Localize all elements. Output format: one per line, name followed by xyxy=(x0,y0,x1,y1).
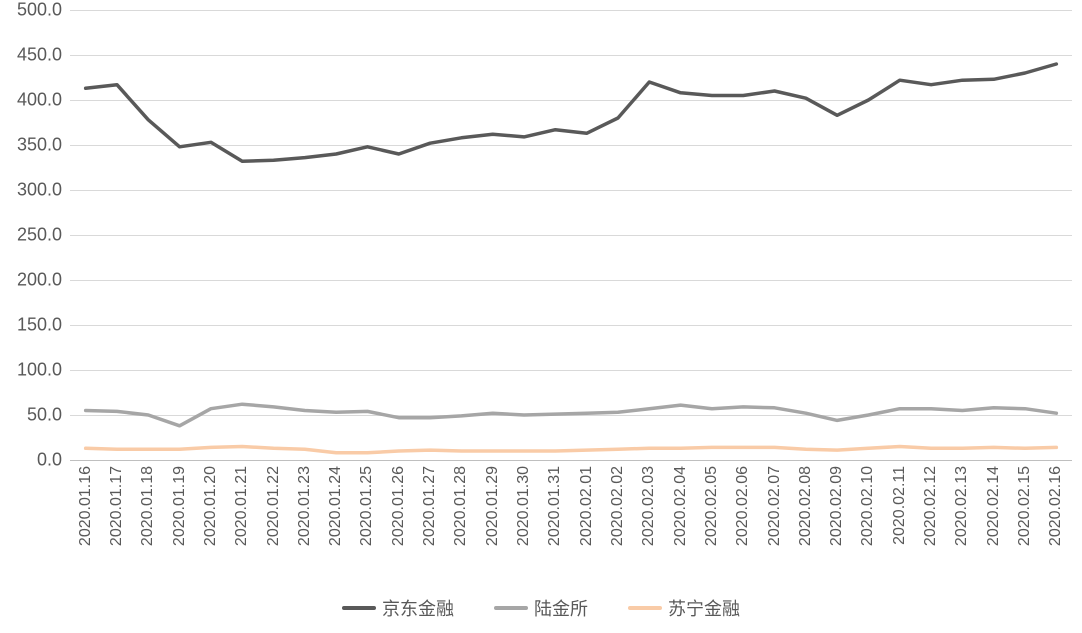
x-tick-label: 2020.01.19 xyxy=(171,466,189,546)
legend-item: 苏宁金融 xyxy=(628,595,740,621)
y-tick-label: 200.0 xyxy=(17,270,62,291)
x-tick-label: 2020.01.17 xyxy=(108,466,126,546)
x-tick-label: 2020.02.06 xyxy=(734,466,752,546)
y-tick-label: 500.0 xyxy=(17,0,62,21)
x-tick-label: 2020.01.16 xyxy=(77,466,95,546)
x-tick-label: 2020.02.14 xyxy=(985,466,1003,546)
series-line xyxy=(86,404,1057,426)
x-tick-label: 2020.01.20 xyxy=(202,466,220,546)
y-tick-label: 150.0 xyxy=(17,315,62,336)
x-tick-label: 2020.01.18 xyxy=(139,466,157,546)
x-tick-label: 2020.01.27 xyxy=(421,466,439,546)
x-tick-label: 2020.02.07 xyxy=(766,466,784,546)
series-layer xyxy=(70,10,1072,460)
x-tick-label: 2020.02.11 xyxy=(891,466,909,545)
x-tick-label: 2020.01.25 xyxy=(358,466,376,546)
x-tick-label: 2020.02.01 xyxy=(578,466,596,546)
y-tick-label: 100.0 xyxy=(17,360,62,381)
y-tick-label: 50.0 xyxy=(27,405,62,426)
x-tick-label: 2020.01.23 xyxy=(296,466,314,546)
y-tick-label: 300.0 xyxy=(17,180,62,201)
x-tick-label: 2020.02.12 xyxy=(922,466,940,546)
x-tick-label: 2020.02.16 xyxy=(1047,466,1065,546)
legend-item: 京东金融 xyxy=(342,595,454,621)
plot-area: 0.050.0100.0150.0200.0250.0300.0350.0400… xyxy=(70,10,1072,460)
legend-swatch xyxy=(342,606,376,610)
x-tick-label: 2020.01.24 xyxy=(327,466,345,546)
x-tick-label: 2020.02.08 xyxy=(797,466,815,546)
x-tick-label: 2020.02.13 xyxy=(953,466,971,546)
gridline xyxy=(70,460,1072,461)
x-tick-label: 2020.02.09 xyxy=(828,466,846,546)
x-tick-label: 2020.01.26 xyxy=(390,466,408,546)
x-tick-label: 2020.02.02 xyxy=(609,466,627,546)
y-tick-label: 250.0 xyxy=(17,225,62,246)
x-tick-label: 2020.02.10 xyxy=(859,466,877,546)
legend-swatch xyxy=(628,606,662,610)
legend-label: 陆金所 xyxy=(534,595,588,621)
legend: 京东金融 陆金所 苏宁金融 xyxy=(0,595,1082,621)
y-tick-label: 0.0 xyxy=(37,450,62,471)
series-line xyxy=(86,447,1057,453)
x-tick-label: 2020.02.05 xyxy=(703,466,721,546)
legend-label: 京东金融 xyxy=(382,595,454,621)
x-tick-label: 2020.01.31 xyxy=(546,466,564,546)
x-tick-label: 2020.01.28 xyxy=(452,466,470,546)
x-tick-label: 2020.02.15 xyxy=(1016,466,1034,546)
x-tick-label: 2020.01.29 xyxy=(484,466,502,546)
legend-item: 陆金所 xyxy=(494,595,588,621)
series-line xyxy=(86,64,1057,161)
legend-label: 苏宁金融 xyxy=(668,595,740,621)
x-tick-label: 2020.02.04 xyxy=(672,466,690,546)
legend-swatch xyxy=(494,606,528,610)
x-tick-label: 2020.01.22 xyxy=(265,466,283,546)
x-tick-label: 2020.01.30 xyxy=(515,466,533,546)
x-tick-label: 2020.01.21 xyxy=(233,466,251,546)
y-tick-label: 450.0 xyxy=(17,45,62,66)
line-chart: 0.0 50.0 100.0 150.0 200.0 250.0 300.0 350.0 400… xyxy=(0,0,1082,633)
x-tick-label: 2020.02.03 xyxy=(640,466,658,546)
y-tick-label: 400.0 xyxy=(17,90,62,111)
y-tick-label: 350.0 xyxy=(17,135,62,156)
